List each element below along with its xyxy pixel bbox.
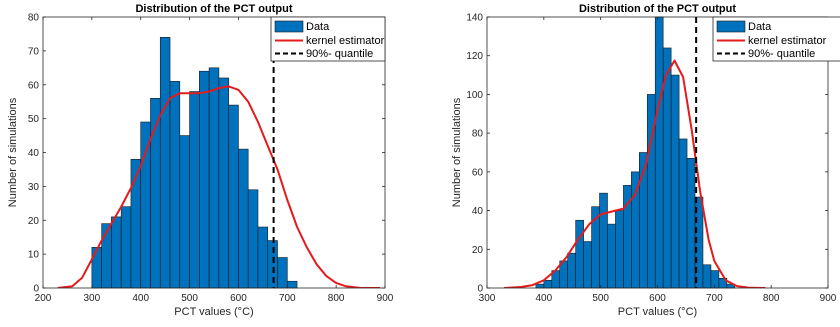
chart-title: Distribution of the PCT output [579,3,736,15]
legend-swatch-data [716,20,746,33]
legend-label-quantile: 90%- quantile [306,48,373,60]
y-axis-label: Number of simulations [7,97,19,207]
x-tick-label: 900 [820,293,837,304]
y-axis-label: Number of simulations [451,97,463,207]
histogram-bar [140,121,151,289]
x-tick-label: 900 [377,293,394,304]
legend-label-data: Data [306,21,330,33]
histogram-bars [535,16,736,289]
x-tick-label: 500 [181,293,198,304]
x-tick-label: 700 [706,293,723,304]
chart-panel-2: 300 400 500 600 700 800 900 0 20 40 60 80 100 120 140 D… [451,3,840,318]
x-tick-label: 600 [230,293,247,304]
histogram-bar [189,91,200,289]
x-tick-label: 600 [649,293,666,304]
legend-swatch-data [274,20,304,33]
y-tick-label: 70 [28,46,40,57]
x-tick-label: 700 [279,293,296,304]
x-tick-label: 800 [763,293,780,304]
y-tick-label: 30 [28,182,40,193]
histogram-bar [678,138,688,289]
histogram-bar [654,16,664,289]
y-tick-label: 20 [28,216,40,227]
histogram-bar [286,280,298,289]
x-tick-label: 400 [132,293,149,304]
legend-label-kernel: kernel estimator [306,35,385,47]
histogram-bar [120,206,132,289]
y-tick-label: 40 [472,206,484,217]
chart-title: Distribution of the PCT output [135,3,292,15]
histogram-bar [257,226,269,289]
histogram-bar [607,223,616,289]
x-tick-label: 200 [35,293,52,304]
y-tick-label: 0 [477,284,483,295]
legend-label-quantile: 90%- quantile [748,48,815,60]
histogram-bar [567,252,576,289]
histogram-bar [543,279,553,289]
y-tick-label: 0 [33,284,39,295]
y-tick-label: 80 [472,129,484,140]
histogram-bar [575,219,584,289]
y-tick-label: 10 [28,250,40,261]
y-tick-label: 50 [28,114,40,125]
histogram-bar [686,158,696,289]
chart-panel-1: 200 300 400 500 600 700 800 900 0 10 20 30 40 50 60 70 8… [7,3,394,318]
histogram-bar [238,148,249,289]
histogram-bar [277,257,288,289]
histogram-bar [111,216,122,289]
histogram-bar [208,67,220,289]
histogram-bar [535,283,545,289]
histogram-bar [91,247,102,289]
histogram-bar [599,192,608,289]
y-tick-label: 20 [472,245,484,256]
x-tick-label: 300 [479,293,496,304]
x-tick-label: 400 [535,293,552,304]
histogram-bar [199,70,210,289]
y-tick-label: 40 [28,148,40,159]
histogram-bar [631,171,640,289]
histogram-bar [179,135,190,289]
legend-label-kernel: kernel estimator [748,35,827,47]
x-axis-label: PCT values (°C) [174,306,253,318]
x-axis-label: PCT values (°C) [618,306,697,318]
histogram-bar [159,37,171,289]
histogram-bar [247,189,259,289]
histogram-bar [228,104,239,289]
y-tick-label: 140 [466,13,483,24]
histogram-bar [583,241,592,289]
histogram-bar [169,81,181,289]
histogram-bar [702,264,712,289]
histogram-bar [218,77,229,289]
histogram-bar [615,210,624,289]
histogram-bar [670,74,680,289]
kernel-estimator-line [504,59,766,288]
x-tick-label: 500 [592,293,609,304]
y-tick-label: 60 [472,167,484,178]
kernel-estimator-line [57,85,381,288]
y-tick-label: 80 [28,13,40,24]
x-tick-label: 300 [84,293,101,304]
y-tick-label: 60 [28,80,40,91]
histogram-bar [710,270,720,289]
legend-label-data: Data [748,21,772,33]
y-tick-label: 100 [466,90,483,101]
x-tick-label: 800 [328,293,345,304]
y-tick-label: 120 [466,51,483,62]
